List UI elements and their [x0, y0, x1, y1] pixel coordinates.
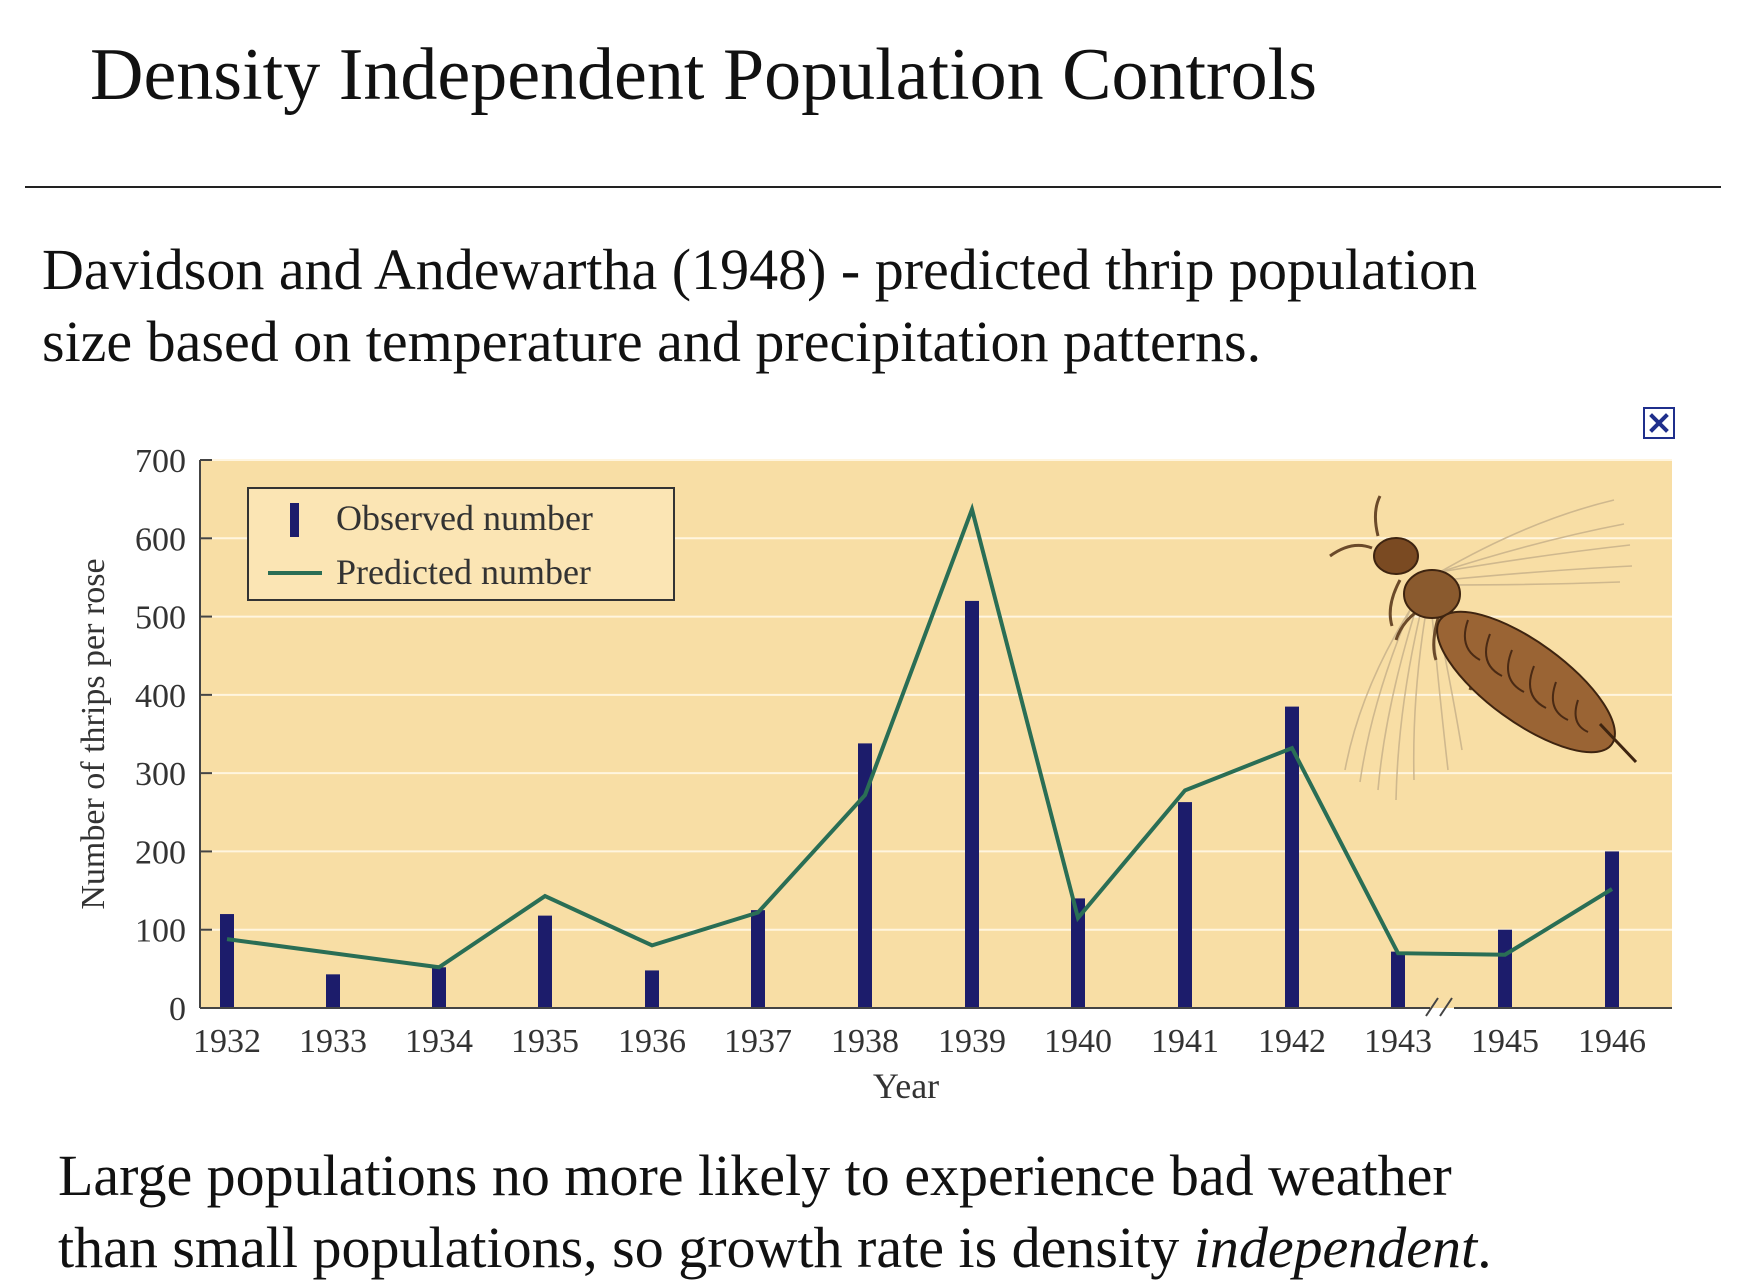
- x-tick-label: 1946: [1578, 1023, 1646, 1060]
- observed-bar: [751, 910, 765, 1008]
- x-tick-label: 1939: [938, 1023, 1006, 1060]
- observed-bar: [1071, 898, 1085, 1008]
- y-tick-label: 600: [135, 521, 186, 558]
- legend-predicted-label: Predicted number: [336, 552, 591, 592]
- intro-line-1: Davidson and Andewartha (1948) - predict…: [42, 237, 1478, 302]
- intro-line-2: size based on temperature and precipitat…: [42, 309, 1262, 374]
- observed-bar: [1178, 802, 1192, 1008]
- conclusion-line-2: than small populations, so growth rate i…: [58, 1212, 1738, 1284]
- observed-bar: [220, 914, 234, 1008]
- observed-bar: [1605, 851, 1619, 1008]
- x-tick-label: 1932: [193, 1023, 261, 1060]
- observed-bar: [645, 970, 659, 1008]
- observed-bar: [326, 974, 340, 1008]
- predicted-line: [226, 502, 1614, 970]
- x-tick-label: 1937: [724, 1023, 792, 1060]
- x-tick-label: 1934: [405, 1023, 473, 1060]
- x-tick-label: 1935: [511, 1023, 579, 1060]
- x-tick-labels: 1932 1933 1934 1935 1936 1937 1938 1939 1940 1941…: [193, 1023, 1646, 1060]
- observed-bar: [1391, 951, 1405, 1008]
- observed-bar: [1498, 929, 1512, 1008]
- close-icon[interactable]: [1643, 407, 1675, 439]
- y-tick-label: 500: [135, 600, 186, 637]
- intro-text: Davidson and Andewartha (1948) - predict…: [42, 234, 1732, 378]
- x-tick-label: 1945: [1471, 1023, 1539, 1060]
- observed-bar: [858, 743, 872, 1008]
- x-tick-label: 1933: [299, 1023, 367, 1060]
- observed-bar: [1285, 706, 1299, 1008]
- y-tick-labels: 0 100 200 300 400 500 600 700: [135, 443, 212, 1028]
- x-tick-label: 1941: [1151, 1023, 1219, 1060]
- x-axis-label: Year: [873, 1066, 939, 1106]
- x-tick-label: 1943: [1364, 1023, 1432, 1060]
- y-tick-label: 200: [135, 834, 186, 871]
- y-tick-label: 700: [135, 443, 186, 480]
- y-tick-label: 300: [135, 756, 186, 793]
- conclusion-line-2-end: .: [1477, 1215, 1492, 1280]
- y-tick-label: 400: [135, 678, 186, 715]
- x-tick-label: 1940: [1044, 1023, 1112, 1060]
- observed-bar: [965, 600, 979, 1008]
- conclusion-line-2-start: than small populations, so growth rate i…: [58, 1215, 1194, 1280]
- gridlines: [200, 459, 1672, 931]
- x-tick-label: 1936: [618, 1023, 686, 1060]
- legend-observed-swatch: [290, 503, 299, 537]
- conclusion-text: Large populations no more likely to expe…: [58, 1140, 1738, 1284]
- x-tick-label: 1938: [831, 1023, 899, 1060]
- y-axis-label: Number of thrips per rose: [75, 558, 112, 909]
- thrip-insect-icon: [1329, 495, 1638, 801]
- axis-break-icon: [1425, 997, 1453, 1017]
- legend-observed-label: Observed number: [336, 498, 593, 538]
- y-tick-label: 0: [169, 991, 186, 1028]
- observed-bar: [432, 967, 446, 1008]
- legend: Observed number Predicted number: [247, 487, 675, 601]
- conclusion-emphasis: independent: [1193, 1215, 1478, 1280]
- observed-bars: [220, 600, 1619, 1008]
- slide-title: Density Independent Population Controls: [90, 34, 1318, 116]
- observed-bar: [538, 915, 552, 1008]
- x-tick-label: 1942: [1258, 1023, 1326, 1060]
- y-tick-label: 100: [135, 913, 186, 950]
- conclusion-line-1: Large populations no more likely to expe…: [58, 1143, 1452, 1208]
- title-divider: [25, 186, 1721, 188]
